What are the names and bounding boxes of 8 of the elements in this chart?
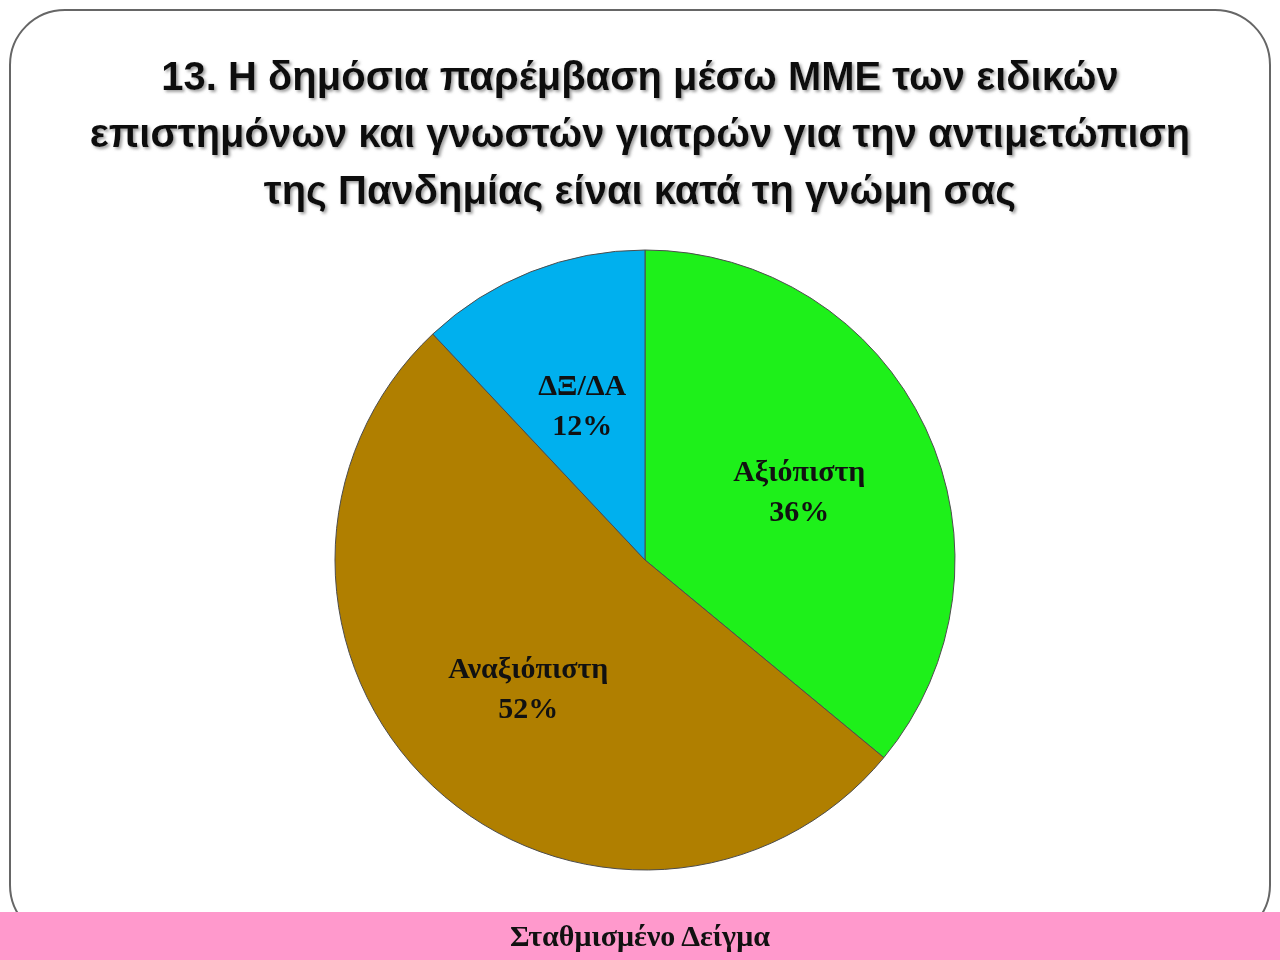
slice-label: ΔΞ/ΔΑ [538, 368, 627, 402]
chart-title: 13. Η δημόσια παρέμβαση μέσω ΜΜΕ των ειδικών επιστημόνων και γνωστών γιατρών για την αντιμετώπιση της Πανδημίας είναι κατά τη γνώμη σας [89, 54, 1191, 213]
data-label: 36% [769, 494, 830, 528]
data-label: 52% [498, 691, 559, 725]
text: Σταθμισμένο Δείγμα [510, 919, 771, 952]
slice-label: Αναξιόπιστη [448, 651, 609, 685]
data-label: 12% [552, 408, 613, 442]
slice-label: Αξιόπιστη [733, 454, 866, 488]
